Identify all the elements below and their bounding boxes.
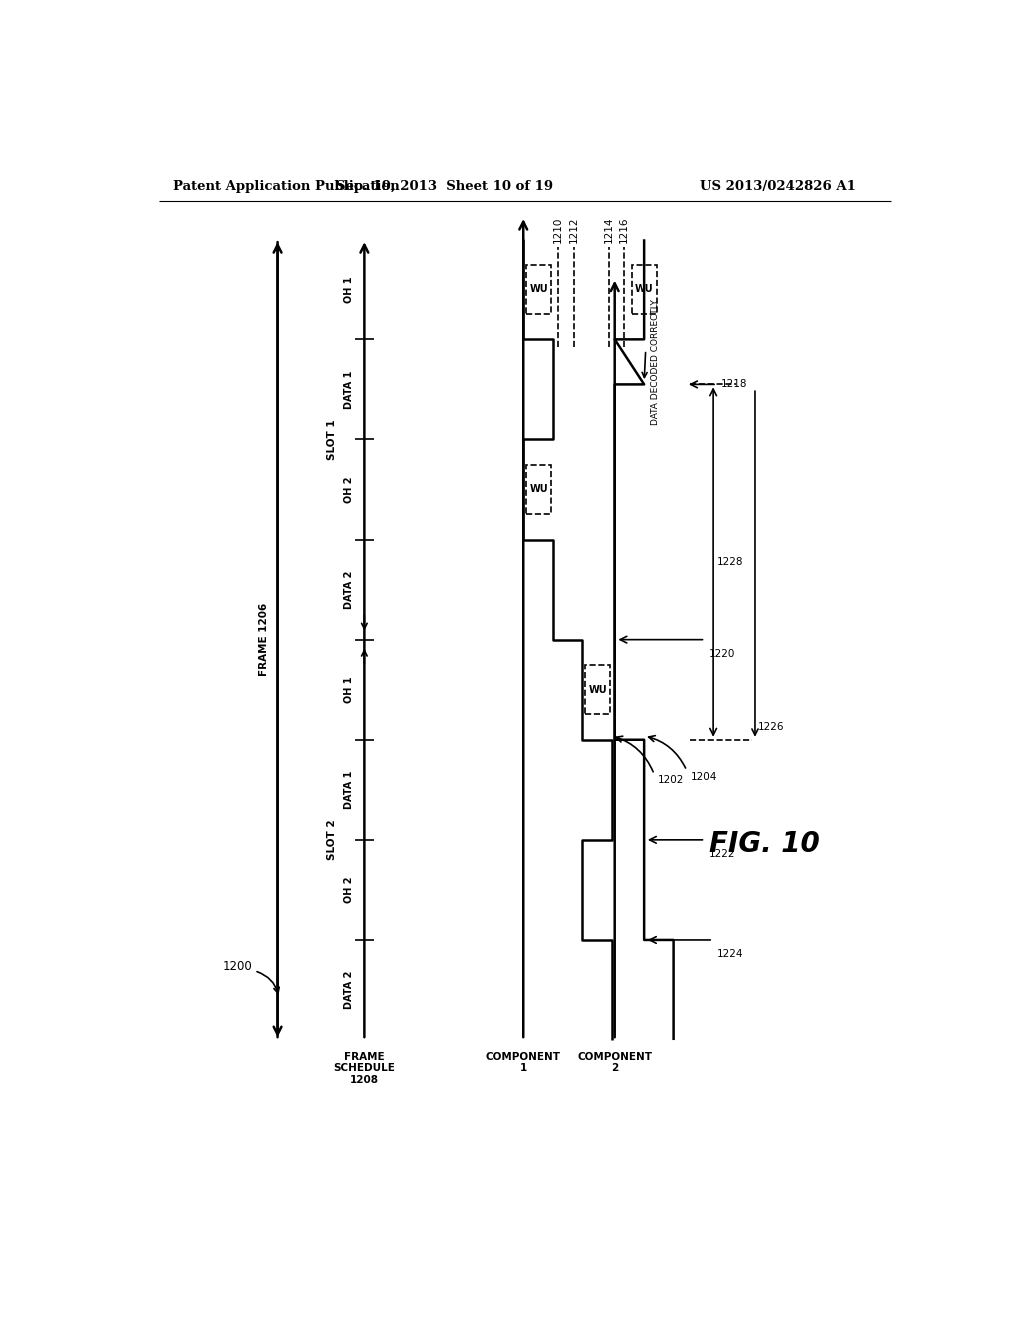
Text: Patent Application Publication: Patent Application Publication: [173, 181, 399, 194]
Text: DATA 2: DATA 2: [344, 570, 354, 609]
Text: FRAME 1206: FRAME 1206: [259, 603, 268, 676]
Text: OH 2: OH 2: [344, 876, 354, 903]
Text: DATA 2: DATA 2: [344, 970, 354, 1010]
Text: 1220: 1220: [710, 648, 735, 659]
Text: 1216: 1216: [618, 216, 629, 243]
Text: 1226: 1226: [758, 722, 784, 733]
Text: FIG. 10: FIG. 10: [710, 830, 820, 858]
Text: COMPONENT
2: COMPONENT 2: [578, 1052, 652, 1073]
Text: 1202: 1202: [658, 775, 684, 785]
Text: 1222: 1222: [710, 849, 736, 859]
Text: WU: WU: [529, 484, 548, 495]
Text: FRAME
SCHEDULE
1208: FRAME SCHEDULE 1208: [334, 1052, 395, 1085]
Text: 1200: 1200: [222, 961, 252, 973]
Text: WU: WU: [529, 284, 548, 294]
Text: 1224: 1224: [717, 949, 743, 958]
Text: DATA 1: DATA 1: [344, 771, 354, 809]
Text: OH 1: OH 1: [344, 676, 354, 704]
Text: 1228: 1228: [717, 557, 743, 568]
Text: OH 1: OH 1: [344, 276, 354, 302]
Text: US 2013/0242826 A1: US 2013/0242826 A1: [700, 181, 856, 194]
Text: Sep. 19, 2013  Sheet 10 of 19: Sep. 19, 2013 Sheet 10 of 19: [336, 181, 553, 194]
Text: SLOT 2: SLOT 2: [327, 820, 337, 861]
Text: 1214: 1214: [603, 216, 613, 243]
Text: 1212: 1212: [568, 216, 579, 243]
Text: 1204: 1204: [690, 772, 717, 781]
Text: COMPONENT
1: COMPONENT 1: [485, 1052, 561, 1073]
Text: WU: WU: [635, 284, 653, 294]
Text: SLOT 1: SLOT 1: [327, 420, 337, 459]
Text: OH 2: OH 2: [344, 477, 354, 503]
Text: WU: WU: [589, 685, 607, 694]
Text: DATA DECODED CORRECTLY: DATA DECODED CORRECTLY: [651, 298, 660, 425]
Text: DATA 1: DATA 1: [344, 370, 354, 409]
Text: 1218: 1218: [721, 379, 748, 389]
Text: 1210: 1210: [553, 216, 563, 243]
